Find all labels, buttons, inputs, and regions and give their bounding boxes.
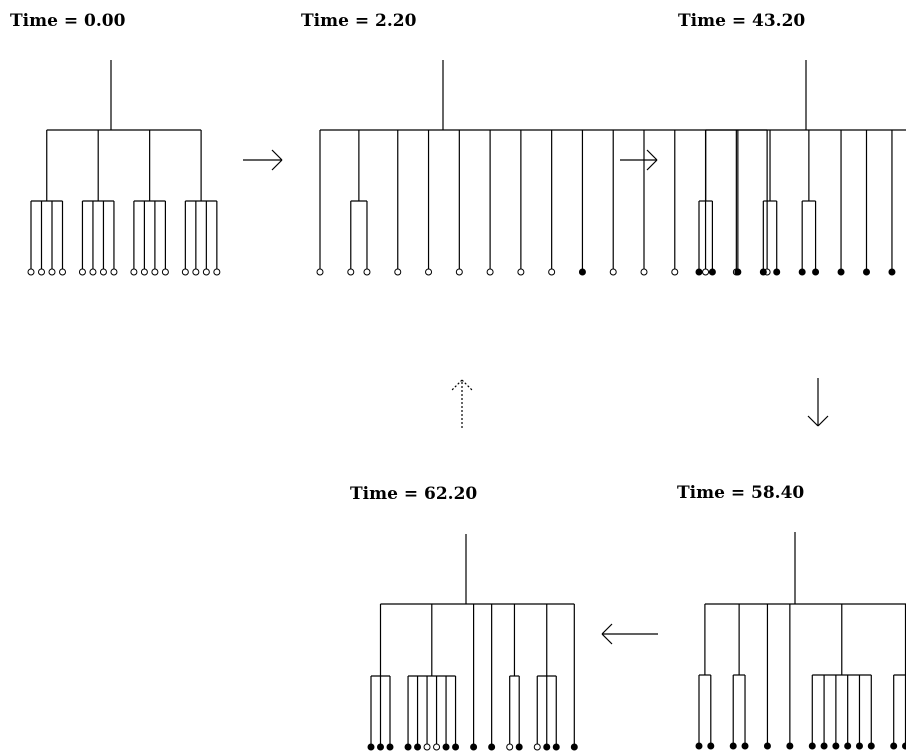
panel-1-time-label: Time = 0.00: [10, 11, 126, 31]
empty-leaf-node: [394, 268, 402, 276]
filled-leaf-node: [863, 268, 870, 276]
filled-leaf-node: [734, 268, 742, 276]
empty-leaf-node: [517, 268, 525, 276]
filled-leaf-node: [741, 742, 749, 750]
left-arrow-4-head: [601, 623, 613, 635]
empty-leaf-node: [59, 268, 66, 276]
filled-leaf-node: [837, 268, 845, 276]
up-arrow-5-head: [461, 379, 473, 391]
empty-leaf-node: [347, 268, 355, 276]
empty-leaf-node: [640, 268, 648, 276]
empty-leaf-node: [213, 268, 221, 276]
empty-leaf-node: [548, 268, 556, 276]
filled-leaf-node: [515, 743, 523, 751]
filled-leaf-node: [695, 742, 703, 750]
empty-leaf-node: [140, 268, 148, 276]
panel-4-time-label: Time = 58.40: [677, 483, 805, 503]
filled-leaf-node: [570, 743, 578, 751]
empty-leaf-node: [363, 268, 371, 276]
filled-leaf-node: [404, 743, 412, 751]
empty-leaf-node: [151, 268, 159, 276]
right-arrow-2-head: [646, 159, 658, 171]
filled-leaf-node: [543, 743, 551, 751]
filled-leaf-node: [902, 742, 906, 750]
empty-leaf-node: [609, 268, 617, 276]
down-arrow-3-head: [807, 415, 819, 427]
empty-leaf-node: [181, 268, 189, 276]
empty-leaf-node: [533, 743, 541, 751]
filled-leaf-node: [386, 743, 394, 751]
empty-leaf-node: [110, 268, 118, 276]
up-arrow-5-head: [451, 379, 463, 391]
filled-leaf-node: [808, 742, 816, 750]
panel-3-time-label: Time = 43.20: [678, 11, 806, 31]
empty-leaf-node: [486, 268, 494, 276]
filled-leaf-node: [695, 268, 703, 276]
filled-leaf-node: [578, 268, 586, 276]
down-arrow-3-head: [817, 415, 829, 427]
empty-leaf-node: [671, 268, 679, 276]
filled-leaf-node: [377, 743, 384, 751]
empty-leaf-node: [316, 268, 324, 276]
filled-leaf-node: [488, 743, 496, 751]
filled-leaf-node: [414, 743, 422, 751]
filled-leaf-node: [552, 743, 560, 751]
filled-leaf-node: [798, 268, 806, 276]
filled-leaf-node: [773, 268, 781, 276]
filled-leaf-node: [708, 268, 716, 276]
panel-5-time-label: Time = 62.20: [350, 484, 478, 504]
empty-leaf-node: [99, 268, 107, 276]
right-arrow-1-head: [271, 159, 283, 171]
empty-leaf-node: [48, 268, 56, 276]
filled-leaf-node: [707, 742, 715, 750]
empty-leaf-node: [78, 268, 86, 276]
filled-leaf-node: [820, 742, 828, 750]
empty-leaf-node: [27, 268, 35, 276]
filled-leaf-node: [812, 268, 820, 276]
filled-leaf-node: [844, 742, 852, 750]
filled-leaf-node: [452, 743, 460, 751]
empty-leaf-node: [455, 268, 463, 276]
filled-leaf-node: [786, 742, 794, 750]
empty-leaf-node: [425, 268, 433, 276]
panel-2-time-label: Time = 2.20: [301, 11, 417, 31]
filled-leaf-node: [832, 742, 840, 750]
left-arrow-4-head: [601, 633, 613, 645]
filled-leaf-node: [763, 742, 771, 750]
empty-leaf-node: [130, 268, 138, 276]
filled-leaf-node: [855, 742, 863, 750]
filled-leaf-node: [729, 742, 737, 750]
right-arrow-1-head: [271, 149, 283, 161]
filled-leaf-node: [442, 743, 450, 751]
filled-leaf-node: [867, 742, 875, 750]
empty-leaf-node: [192, 268, 200, 276]
empty-leaf-node: [38, 268, 45, 276]
empty-leaf-node: [702, 268, 710, 276]
filled-leaf-node: [367, 743, 375, 751]
empty-leaf-node: [506, 743, 514, 751]
empty-leaf-node: [202, 268, 210, 276]
filled-leaf-node: [470, 743, 478, 751]
empty-leaf-node: [433, 743, 441, 751]
empty-leaf-node: [423, 743, 431, 751]
filled-leaf-node: [888, 268, 896, 276]
filled-leaf-node: [890, 742, 898, 750]
empty-leaf-node: [161, 268, 169, 276]
empty-leaf-node: [89, 268, 97, 276]
right-arrow-2-head: [646, 149, 658, 161]
filled-leaf-node: [759, 268, 767, 276]
